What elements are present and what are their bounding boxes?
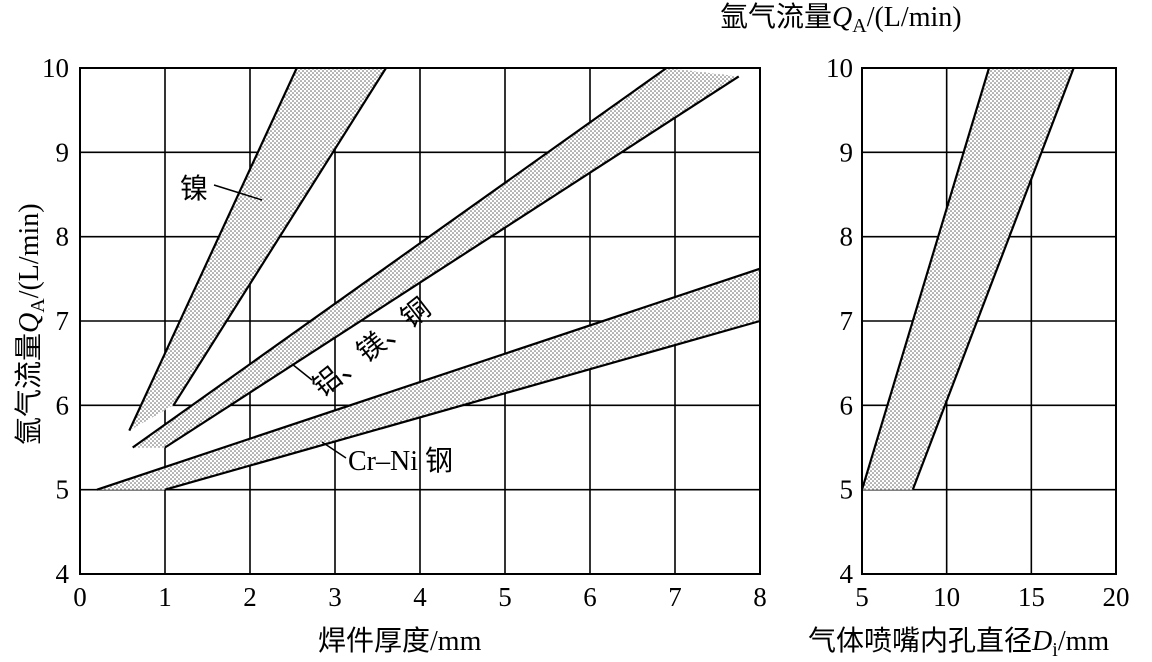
left-y-tick-label: 8 [56,222,70,252]
right-band-0-lower-edge [911,67,1075,491]
left-band-cr-ni-2-lower-edge [164,319,761,491]
right-y-tick-label: 9 [840,137,854,167]
left-chart-tick-labels: 0 1 2 3 4 5 6 7 8 4 5 6 7 8 9 10 [42,53,767,612]
left-band-band-1-lower-edge [164,75,740,449]
right-y-tick-label: 6 [840,390,854,420]
left-band-band-1-upper-edge [132,67,668,449]
left-chart-frame [79,67,761,575]
leader-cr-ni-steel [321,441,347,459]
left-x-tick-label: 4 [413,582,427,612]
left-x-tick-label: 3 [328,582,342,612]
left-band-band-0-upper-edge [128,67,298,432]
left-plot-frame [79,67,761,575]
right-y-tick-label: 4 [840,559,854,589]
left-x-tick-label: 8 [753,582,767,612]
right-x-tick-label: 5 [855,582,869,612]
left-y-axis-label: 氩气流量QA/(L/min) [13,203,49,445]
left-y-tick-label: 7 [56,306,70,336]
annotation-nickel: 镍 [180,173,208,205]
right-band-0-fill [862,68,1074,490]
right-chart-bands [860,67,1075,491]
right-x-tick-label: 10 [933,582,960,612]
right-y-tick-label: 7 [840,306,854,336]
left-x-tick-label: 1 [158,582,172,612]
right-chart-frame [861,67,1117,575]
left-x-tick-label: 2 [243,582,257,612]
left-x-tick-label: 6 [583,582,597,612]
left-x-axis-label: 焊件厚度/mm [318,625,482,657]
left-band-band-0-lower-edge [172,67,387,406]
right-band-0-upper-edge [860,67,991,490]
left-x-tick-label: 7 [668,582,682,612]
left-y-tick-label: 6 [56,390,70,420]
left-y-tick-label: 10 [42,53,69,83]
left-chart-bands [96,67,761,491]
left-band-band-0-fill [129,68,387,431]
right-y-tick-label: 5 [840,475,854,505]
left-y-tick-label: 9 [56,137,70,167]
left-band-band-1-fill [132,68,739,448]
right-plot-frame [861,67,1117,575]
leader-nickel [213,184,263,201]
right-y-tick-label: 8 [840,222,854,252]
left-band-cr-ni-2-upper-edge [96,267,761,491]
right-x-tick-label: 20 [1103,582,1130,612]
left-x-tick-label: 0 [73,582,87,612]
leader-al-mg-cu [291,363,313,381]
left-y-tick-label: 4 [56,559,70,589]
right-chart-title: 氩气流量QA/(L/min) [720,1,962,37]
right-y-tick-label: 10 [826,53,853,83]
right-x-tick-label: 15 [1018,582,1045,612]
left-x-tick-label: 5 [498,582,512,612]
left-y-tick-label: 5 [56,475,70,505]
annotation-cr-ni-steel: Cr–Ni 钢 [348,445,453,477]
right-x-axis-label: 气体喷嘴内孔直径Di/mm [808,625,1109,661]
